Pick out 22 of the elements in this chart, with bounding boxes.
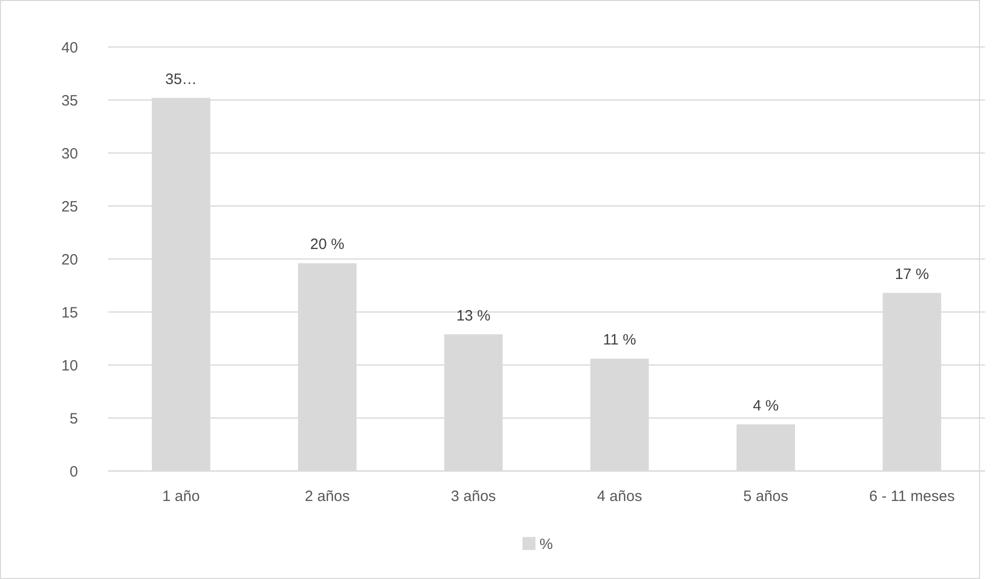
y-tick-label: 15 [61, 304, 78, 322]
x-tick-label: 4 años [597, 488, 642, 505]
x-tick-label: 2 años [304, 488, 350, 505]
data-label: 13 % [456, 307, 491, 324]
y-tick-label: 35 [61, 92, 78, 110]
x-tick-label: 5 años [743, 488, 788, 505]
data-label: 17 % [894, 266, 930, 283]
y-tick-label: 25 [61, 198, 78, 216]
x-tick-label: 6 - 11 meses [869, 488, 955, 505]
legend-label: % [540, 536, 553, 553]
x-tick-label: 3 años [450, 488, 496, 505]
y-tick-label: 5 [70, 410, 78, 428]
y-tick-label: 10 [61, 357, 78, 374]
x-tick-label: 1 año [162, 488, 200, 505]
data-label: 35… [165, 70, 197, 88]
data-label: 4 % [752, 397, 779, 414]
data-label: 20 % [310, 236, 344, 254]
data-label: 11 % [603, 332, 636, 349]
y-tick-label: 30 [61, 145, 78, 162]
y-tick-label: 0 [70, 463, 78, 480]
y-tick-label: 20 [61, 251, 78, 268]
y-tick-label: 40 [61, 39, 78, 56]
